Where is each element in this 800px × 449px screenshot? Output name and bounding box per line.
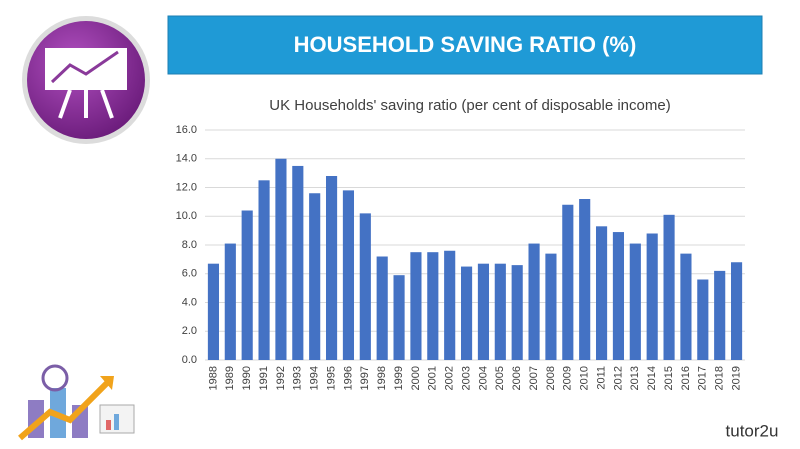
x-tick-label: 2015 [663,366,675,390]
header-title: HOUSEHOLD SAVING RATIO (%) [294,32,637,57]
x-tick-label: 2001 [427,366,439,390]
header-banner [167,15,763,75]
x-tick-label: 2008 [545,366,557,390]
x-tick-label: 1996 [342,366,354,390]
x-tick-label: 2016 [680,366,692,390]
chart-title: UK Households' saving ratio (per cent of… [269,97,670,114]
x-tick-label: 2011 [595,366,607,390]
x-tick-label: 2013 [629,366,641,390]
bar [410,252,422,360]
x-tick-label: 1994 [309,366,321,390]
bar [579,199,591,360]
x-tick-label: 2009 [562,366,574,390]
x-tick-label: 2005 [494,366,506,390]
bar [511,265,523,360]
bar [545,253,557,360]
x-tick-label: 2000 [410,366,422,390]
chart-icon [22,16,150,144]
bar [528,243,540,360]
x-tick-label: 1993 [292,366,304,390]
bar [595,226,608,360]
x-tick-label: 1989 [224,366,236,390]
bar [427,252,439,360]
y-tick-label: 14.0 [176,153,197,165]
x-tick-label: 2018 [714,366,726,390]
illustration [18,364,135,441]
bar [444,250,456,360]
x-tick-label: 1995 [325,366,337,390]
bar [612,232,625,360]
x-tick-label: 1992 [275,366,287,390]
x-tick-label: 2007 [528,366,540,390]
bar [241,210,253,360]
bar [494,263,506,360]
y-tick-label: 0.0 [182,354,197,366]
x-tick-label: 1991 [258,366,270,390]
x-tick-label: 2010 [579,366,591,390]
bar [393,275,405,360]
y-tick-label: 2.0 [182,325,197,337]
x-tick-label: 2014 [646,366,658,390]
x-tick-label: 2017 [697,366,709,390]
y-tick-label: 4.0 [182,296,197,308]
bar [376,256,388,360]
x-tick-label: 2003 [460,366,472,390]
bar [680,253,692,360]
x-tick-label: 2019 [730,366,742,390]
x-tick-label: 1990 [241,366,253,390]
brand-logo: tutor2u [726,421,779,440]
y-tick-label: 8.0 [182,239,197,251]
bar [629,243,641,360]
bar [359,213,371,360]
y-tick-label: 6.0 [182,268,197,280]
bar [730,262,743,360]
y-tick-label: 12.0 [176,181,197,193]
bar [697,279,709,360]
bar [646,233,658,360]
bar [714,270,726,360]
x-tick-label: 1997 [359,366,371,390]
bar [477,263,490,360]
bar [460,266,473,360]
bar [342,190,355,360]
x-tick-label: 1998 [376,366,388,390]
x-tick-label: 1999 [393,366,405,390]
bar [275,158,287,360]
bar [292,165,304,360]
bar [207,263,220,360]
x-tick-label: 2012 [612,366,624,390]
bar [562,204,574,360]
bar [663,214,675,360]
bar [224,243,236,360]
x-tick-label: 2006 [511,366,523,390]
x-tick-label: 2004 [477,366,489,390]
x-tick-label: 2002 [444,366,456,390]
bar [258,180,270,360]
x-tick-label: 1988 [207,366,219,390]
bar [325,176,338,360]
y-tick-label: 16.0 [176,124,197,136]
y-tick-label: 10.0 [176,210,197,222]
bar [309,193,321,360]
